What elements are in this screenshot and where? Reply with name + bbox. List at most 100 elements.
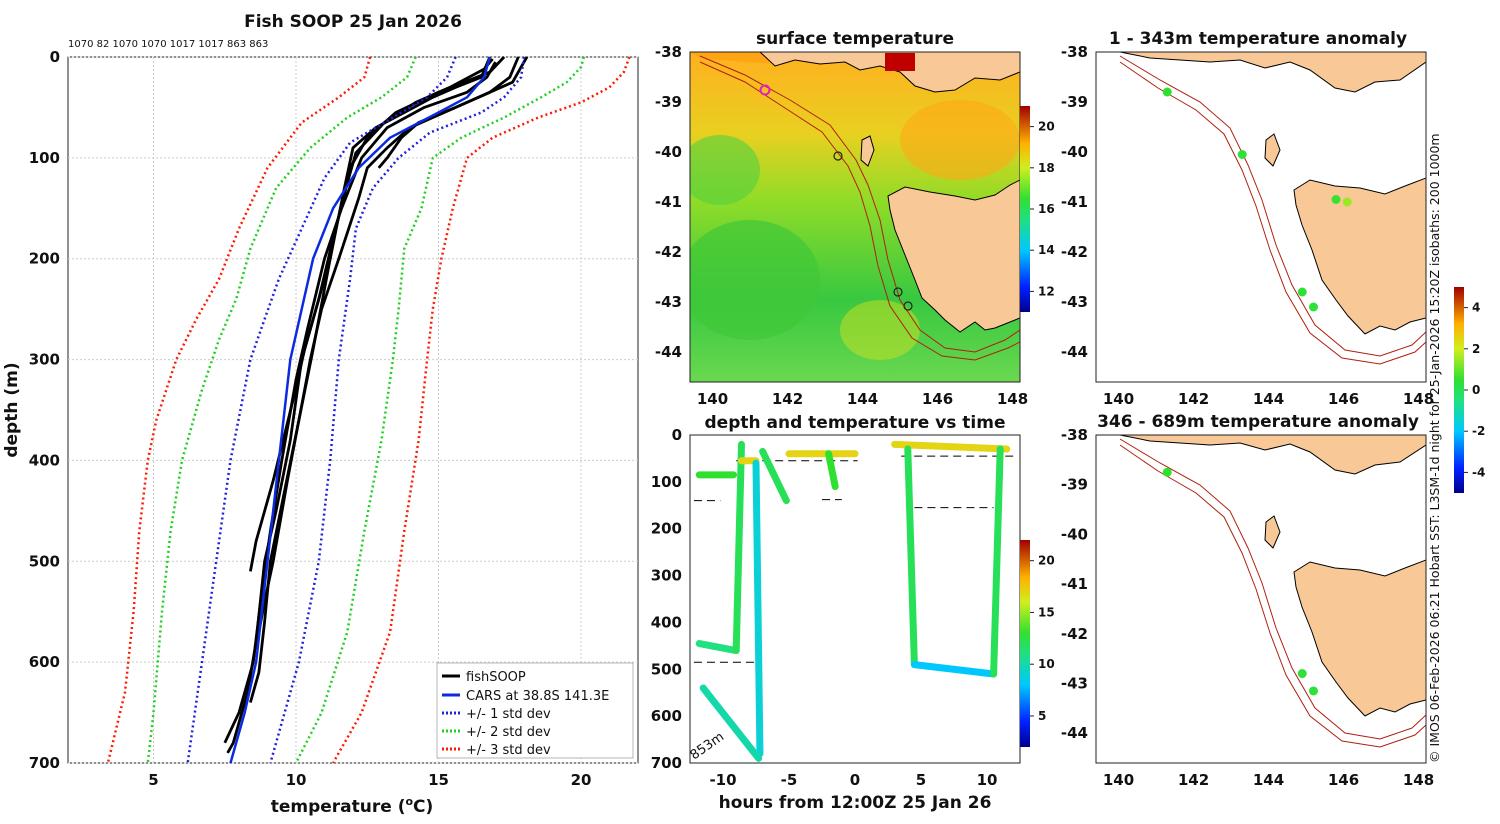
anom2-ticks: -38 -39 -40 -41 -42 -43 -44 140 142 144 146 148 — [1061, 426, 1434, 789]
land-tasmania — [887, 179, 1020, 333]
x-tick-label: 0 — [850, 771, 860, 789]
legend-item: +/- 2 std dev — [466, 725, 551, 740]
anomaly-point — [1331, 195, 1341, 204]
depth-segment — [699, 684, 763, 762]
lon-tick-label: 140 — [697, 390, 728, 408]
y-tick-label: 700 — [29, 754, 60, 772]
y-tick-label: 200 — [29, 250, 60, 268]
timeseries-colorbar-ticks: 20 15 10 5 — [1030, 554, 1055, 723]
sst-title: surface temperature — [756, 29, 954, 49]
timeseries-colorbar — [1020, 540, 1030, 747]
series-line--2-std-dev-high- — [294, 56, 586, 764]
lon-tick-label: 146 — [1328, 771, 1359, 789]
colorbar-tick-label: -2 — [1472, 424, 1485, 438]
x-tick-label: -5 — [781, 771, 798, 789]
depth-segment — [910, 661, 998, 678]
anom1-axes — [1095, 51, 1427, 383]
colorbar-tick-label: 20 — [1038, 120, 1055, 134]
anomaly-point — [1342, 197, 1352, 207]
x-tick-label: 5 — [916, 771, 926, 789]
sst-ticks: -38 -39 -40 -41 -42 -43 -44 140 142 144 146 148 — [655, 43, 1028, 408]
x-tick-label: 20 — [571, 771, 592, 789]
land-king-island — [1264, 515, 1281, 549]
depth-segment — [695, 640, 740, 655]
lat-tick-label: -42 — [1061, 243, 1088, 261]
lat-tick-label: -39 — [655, 93, 682, 111]
legend-item: +/- 3 std dev — [466, 743, 551, 758]
lat-tick-label: -39 — [1061, 476, 1088, 494]
isobath-1000m — [1119, 61, 1426, 365]
depth-segment — [891, 440, 1011, 453]
legend-item: fishSOOP — [466, 670, 526, 685]
y-tick-label: 0 — [50, 48, 60, 66]
lon-tick-label: 148 — [1403, 390, 1434, 408]
series-line-fishsoop-4 — [257, 56, 529, 633]
lon-tick-label: 142 — [1178, 771, 1209, 789]
lat-tick-label: -41 — [1061, 193, 1088, 211]
colorbar-tick-label: 10 — [1038, 657, 1055, 671]
anomaly-point — [1309, 302, 1318, 312]
lon-tick-label: 144 — [1253, 390, 1284, 408]
station — [903, 301, 913, 311]
isobath-200m — [1119, 55, 1426, 357]
lat-tick-label: -41 — [1061, 575, 1088, 593]
lon-tick-label: 144 — [847, 390, 878, 408]
series-line--3-std-dev-high- — [332, 56, 631, 764]
profile-legend: fishSOOP CARS at 38.8S 141.3E +/- 1 std … — [436, 662, 634, 759]
y-tick-label: 0 — [672, 426, 682, 444]
lon-tick-label: 140 — [1103, 390, 1134, 408]
legend-item: CARS at 38.8S 141.3E — [466, 689, 609, 704]
sst-warm-patch — [900, 100, 1020, 180]
profile-xlabel: temperature (oC) — [271, 795, 434, 817]
lat-tick-label: -43 — [655, 293, 682, 311]
lat-tick-label: -44 — [1061, 724, 1088, 742]
series-line-fishsoop-3 — [249, 56, 506, 703]
lat-tick-label: -39 — [1061, 93, 1088, 111]
anomaly-point — [1297, 669, 1307, 679]
sst-cool-patch — [690, 220, 820, 340]
lon-tick-label: 142 — [1178, 390, 1209, 408]
land-king-island — [1264, 133, 1281, 167]
sst-colorbar — [1020, 106, 1030, 312]
profile-lines — [106, 56, 631, 764]
depth-segment — [990, 445, 1004, 678]
colorbar-tick-label: 20 — [1038, 554, 1055, 568]
anomaly-colorbar — [1454, 287, 1464, 493]
series-line-cars-at-38-8s-141-3e — [229, 56, 492, 764]
colorbar-tick-label: 4 — [1472, 301, 1480, 315]
lon-tick-label: 144 — [1253, 771, 1284, 789]
x-tick-label: -10 — [709, 771, 736, 789]
anom1-ticks: -38 -39 -40 -41 -42 -43 -44 140 142 144 146 148 — [1061, 43, 1434, 408]
colorbar-tick-label: -4 — [1472, 465, 1485, 479]
timeseries-segments — [695, 440, 1011, 762]
timeseries-title: depth and temperature vs time — [705, 413, 1006, 433]
lat-tick-label: -40 — [1061, 143, 1088, 161]
land-victoria — [759, 52, 1020, 93]
sst-warm-patch — [840, 300, 920, 360]
land-tasmania — [1293, 177, 1426, 335]
depth-segment — [732, 440, 745, 655]
side-credit: © IMOS 06-Feb-2026 06:21 Hobart SST: L3S… — [1427, 133, 1442, 763]
profile-gridlines — [68, 56, 638, 764]
lat-tick-label: -43 — [1061, 293, 1088, 311]
timeseries-chart: depth and temperature vs time 0100200300… — [651, 413, 1055, 813]
anom2-axes — [1095, 434, 1427, 764]
lat-tick-label: -41 — [655, 193, 682, 211]
isobath-200m — [1119, 438, 1426, 740]
y-tick-label: 100 — [651, 473, 682, 491]
series-line--1-std-dev-low- — [186, 56, 457, 764]
lat-tick-label: -43 — [1061, 674, 1088, 692]
lat-tick-label: -44 — [1061, 343, 1088, 361]
colorbar-tick-label: 16 — [1038, 202, 1055, 216]
timeseries-xlabel: hours from 12:00Z 25 Jan 26 — [719, 793, 992, 813]
profile-y-ticks: 0 100 200 300 400 500 600 700 — [29, 48, 60, 772]
anomaly-point — [1309, 686, 1318, 696]
lat-tick-label: -40 — [655, 143, 682, 161]
y-tick-label: 700 — [651, 754, 682, 772]
y-tick-label: 300 — [651, 567, 682, 585]
timeseries-ticks: 0 100 200 300 400 500 600 700 -10 -5 0 5 10 — [651, 426, 998, 789]
y-tick-label: 600 — [651, 707, 682, 725]
isobath-1000m — [1119, 444, 1426, 748]
colorbar-tick-label: 15 — [1038, 605, 1055, 619]
